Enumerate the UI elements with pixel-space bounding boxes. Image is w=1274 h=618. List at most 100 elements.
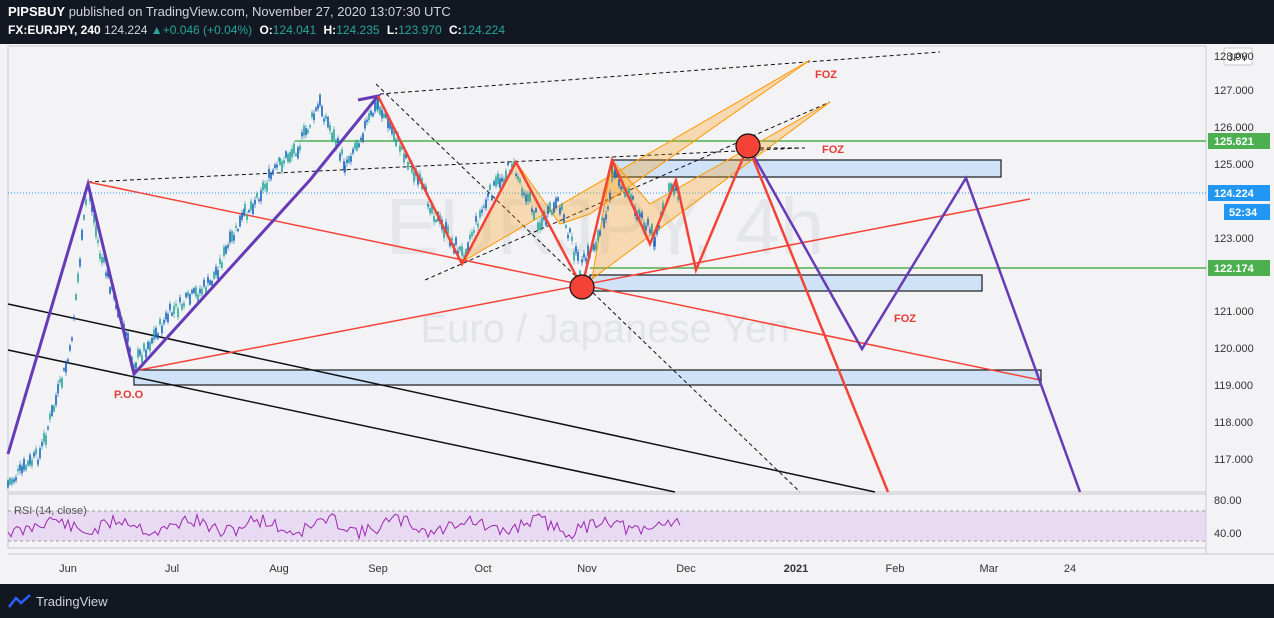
candle-body bbox=[264, 183, 266, 189]
purple-wave-history[interactable] bbox=[6, 93, 382, 455]
demand-zone-middle[interactable] bbox=[589, 274, 983, 292]
price-tick-127: 127.000 bbox=[1214, 85, 1254, 97]
time-label-2021: 2021 bbox=[784, 563, 808, 575]
countdown-tag bbox=[1224, 204, 1270, 220]
price-pane[interactable] bbox=[7, 45, 1207, 493]
candle-body bbox=[519, 179, 521, 183]
candlestick-series[interactable] bbox=[7, 92, 679, 489]
channel-line-lower[interactable] bbox=[7, 349, 676, 493]
candle-body bbox=[673, 187, 675, 195]
foz-label-2[interactable]: FOZ bbox=[822, 144, 844, 156]
candle-body bbox=[561, 204, 563, 210]
candle-body bbox=[250, 201, 252, 210]
symbol-label[interactable]: FX:EURJPY, 240 bbox=[8, 23, 101, 37]
candle-body bbox=[403, 153, 405, 163]
candle-body bbox=[575, 246, 577, 253]
supply-zone-upper[interactable] bbox=[611, 159, 1002, 178]
last-price-text: 124.224 bbox=[1214, 188, 1255, 200]
candle-body bbox=[599, 230, 601, 236]
candle-body bbox=[499, 178, 501, 188]
candle-body bbox=[29, 454, 31, 465]
candle-body bbox=[199, 288, 201, 294]
candle-body bbox=[391, 125, 393, 134]
candle-body bbox=[287, 153, 289, 162]
purple-wave-projection[interactable] bbox=[746, 145, 1082, 493]
candle-body bbox=[343, 161, 345, 170]
candle-body bbox=[335, 139, 337, 151]
candle-body bbox=[159, 319, 161, 325]
rsi-label[interactable]: RSI (14, close) bbox=[14, 505, 87, 517]
candle-body bbox=[461, 246, 463, 256]
channel-line-upper[interactable] bbox=[7, 303, 876, 493]
time-label-mar: Mar bbox=[980, 563, 999, 575]
foz-label-1[interactable]: FOZ bbox=[815, 69, 837, 81]
candle-body bbox=[49, 413, 51, 420]
candle-body bbox=[57, 384, 59, 394]
candle-body bbox=[341, 149, 343, 155]
candle-body bbox=[630, 194, 632, 201]
candle-body bbox=[175, 303, 177, 306]
candle-body bbox=[425, 186, 427, 192]
orange-wedge-2[interactable] bbox=[591, 101, 831, 281]
last-price-tag bbox=[1208, 185, 1270, 201]
candle-body bbox=[293, 143, 295, 154]
candle-body bbox=[147, 341, 149, 349]
candle-body bbox=[668, 183, 670, 192]
red-trend-descending[interactable] bbox=[87, 181, 1041, 381]
candle-body bbox=[173, 306, 175, 315]
author-name[interactable]: PIPSBUY bbox=[8, 4, 66, 19]
tradingview-logo-icon bbox=[8, 594, 31, 608]
tradingview-logo[interactable]: TradingView bbox=[8, 594, 108, 609]
candle-body bbox=[401, 146, 403, 150]
close-label: C: bbox=[448, 23, 462, 37]
poo-label[interactable]: P.O.O bbox=[114, 389, 144, 401]
candle-body bbox=[379, 106, 381, 115]
time-label-oct: Oct bbox=[474, 563, 491, 575]
currency-badge[interactable] bbox=[1223, 47, 1253, 66]
candle-body bbox=[246, 215, 248, 220]
reversal-marker-top[interactable] bbox=[735, 133, 761, 159]
candle-body bbox=[413, 171, 415, 182]
candle-body bbox=[105, 272, 107, 276]
price-axis[interactable]: JPY 128.000 127.000 126.000 125.000 123.… bbox=[1208, 47, 1270, 540]
chart-canvas[interactable]: EURJPY, 4h Euro / Japanese Yen RSI (14, … bbox=[0, 44, 1274, 584]
dashed-trend-2[interactable] bbox=[379, 51, 941, 95]
candle-body bbox=[549, 202, 551, 213]
candle-body bbox=[366, 119, 368, 123]
candle-body bbox=[395, 138, 397, 147]
candle-body bbox=[364, 120, 366, 129]
candle-body bbox=[489, 184, 491, 190]
candle-body bbox=[252, 204, 254, 215]
candle-body bbox=[95, 225, 97, 237]
candle-body bbox=[376, 101, 378, 110]
foz-label-3[interactable]: FOZ bbox=[894, 313, 916, 325]
time-axis[interactable]: Jun Jul Aug Sep Oct Nov Dec 2021 Feb Mar… bbox=[59, 563, 1076, 575]
reversal-marker-bottom[interactable] bbox=[569, 274, 595, 300]
candle-body bbox=[354, 142, 356, 149]
candle-body bbox=[137, 349, 139, 358]
demand-zone-lower[interactable] bbox=[133, 369, 1042, 386]
candle-body bbox=[221, 262, 223, 269]
support-price-tag bbox=[1208, 260, 1270, 276]
candle-body bbox=[553, 202, 555, 213]
candle-body bbox=[171, 312, 173, 316]
candle-body bbox=[459, 246, 461, 251]
candle-body bbox=[285, 151, 287, 158]
price-tick-123: 123.000 bbox=[1214, 233, 1254, 245]
candle-body bbox=[241, 212, 243, 220]
candle-body bbox=[15, 477, 17, 481]
candle-body bbox=[65, 363, 67, 373]
chart-area[interactable]: EURJPY, 4h Euro / Japanese Yen RSI (14, … bbox=[0, 44, 1274, 584]
candle-body bbox=[605, 214, 607, 220]
candle-body bbox=[333, 129, 335, 140]
candle-body bbox=[411, 163, 413, 173]
candle-body bbox=[647, 218, 649, 225]
candle-body bbox=[309, 125, 311, 128]
red-wave-projection[interactable] bbox=[376, 95, 890, 493]
published-text: published on TradingView.com, November 2… bbox=[68, 4, 451, 19]
price-tick-120: 120.000 bbox=[1214, 343, 1254, 355]
candle-body bbox=[547, 206, 549, 214]
candle-body bbox=[485, 199, 487, 209]
dashed-trend-3[interactable] bbox=[424, 101, 831, 281]
candle-body bbox=[535, 208, 537, 213]
